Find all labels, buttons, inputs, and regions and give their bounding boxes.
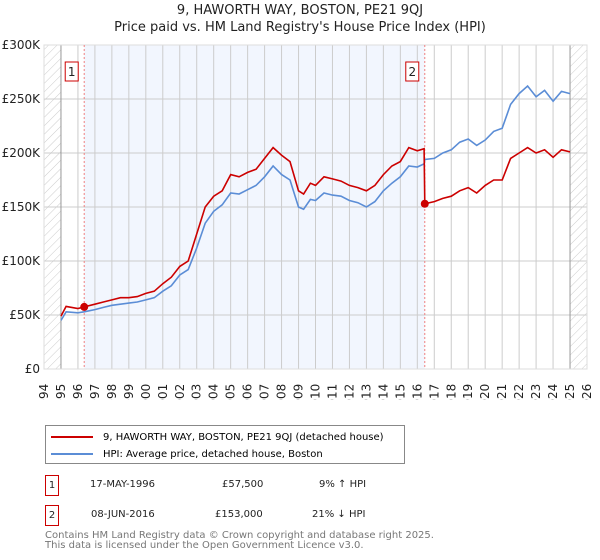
y-tick-label: £300K (2, 38, 42, 52)
footer: Contains HM Land Registry data © Crown c… (45, 531, 434, 551)
x-tick-label: 2004 (207, 384, 221, 400)
x-tick-label: 2013 (359, 384, 373, 400)
sale-point (80, 302, 89, 311)
x-tick-label: 2011 (325, 384, 339, 400)
sale-point (420, 199, 429, 208)
y-tick-label: £0 (25, 362, 40, 376)
legend: 9, HAWORTH WAY, BOSTON, PE21 9QJ (detach… (45, 425, 405, 464)
x-tick-label: 2016 (410, 384, 424, 400)
x-tick-label: 2017 (427, 384, 441, 400)
y-tick-label: £200K (2, 146, 42, 160)
x-tick-label: 2007 (258, 384, 272, 400)
x-tick-label: 2005 (224, 384, 238, 400)
hpi-diff: 9% ↑ HPI (319, 479, 367, 490)
x-tick-label: 2020 (478, 384, 492, 400)
x-tick-label: 2023 (529, 384, 543, 400)
x-tick-label: 2022 (512, 384, 526, 400)
x-tick-label: 2002 (173, 384, 187, 400)
chart-subtitle: Price paid vs. HM Land Registry's House … (114, 20, 486, 35)
legend-item-hpi: HPI: Average price, detached house, Bost… (51, 447, 323, 461)
plot-border (43, 44, 588, 370)
x-tick-label: 2008 (275, 384, 289, 400)
y-tick-label: £50K (9, 308, 41, 322)
x-tick-label: 2006 (241, 384, 255, 400)
x-tick-label: 1995 (54, 384, 68, 400)
legend-swatch (51, 436, 93, 438)
legend-item-property: 9, HAWORTH WAY, BOSTON, PE21 9QJ (detach… (51, 430, 384, 444)
chart-title: 9, HAWORTH WAY, BOSTON, PE21 9QJ (176, 3, 424, 18)
x-tick-label: 2012 (342, 384, 356, 400)
sale-marker-label: 1 (68, 65, 76, 79)
y-tick-label: £250K (2, 92, 42, 106)
x-tick-label: 1998 (105, 384, 119, 400)
x-tick-label: 2024 (546, 384, 560, 400)
hpi-diff: 21% ↓ HPI (312, 509, 366, 520)
x-tick-label: 2026 (580, 384, 594, 400)
x-tick-label: 1997 (88, 384, 102, 400)
x-tick-label: 2019 (461, 384, 475, 400)
x-tick-label: 2001 (156, 384, 170, 400)
y-tick-label: £150K (2, 200, 42, 214)
x-tick-label: 1996 (71, 384, 85, 400)
legend-swatch (51, 453, 93, 455)
footer-line: This data is licensed under the Open Gov… (45, 540, 364, 551)
x-tick-label: 2014 (376, 384, 390, 400)
sale-price: £57,500 (222, 479, 264, 490)
sale-price: £153,000 (215, 509, 263, 520)
x-tick-label: 1999 (122, 384, 136, 400)
y-tick-label: £100K (2, 254, 42, 268)
x-tick-label: 2021 (495, 384, 509, 400)
plot-area: 1994 1995 1996 1997 1998 1999 2000 2001 2002 2003… (2, 38, 594, 400)
x-tick-label: 2003 (190, 384, 204, 400)
marker-badge: 1 (45, 475, 59, 496)
series-line-hpi (60, 84, 571, 321)
legend-label: 9, HAWORTH WAY, BOSTON, PE21 9QJ (detach… (103, 431, 384, 443)
sale-marker-badge (64, 61, 79, 82)
annotation-row: 1 17-MAY-1996 £57,500 9% ↑ HPI (45, 475, 405, 496)
x-tick-label: 2018 (444, 384, 458, 400)
x-tick-label: 2015 (393, 384, 407, 400)
sale-marker-badge (405, 61, 420, 82)
x-tick-label: 2000 (139, 384, 153, 400)
series-line-property (60, 146, 571, 317)
annotation-row: 2 08-JUN-2016 £153,000 21% ↓ HPI (45, 505, 405, 526)
legend-label: HPI: Average price, detached house, Bost… (103, 448, 323, 460)
sale-marker-label: 2 (408, 65, 416, 79)
x-tick-label: 2025 (563, 384, 577, 400)
sale-date: 08-JUN-2016 (91, 509, 155, 520)
footer-line: Contains HM Land Registry data © Crown c… (45, 530, 434, 541)
x-tick-label: 2009 (292, 384, 306, 400)
x-tick-label: 1994 (37, 384, 51, 400)
sale-date: 17-MAY-1996 (90, 479, 156, 490)
marker-badge: 2 (45, 505, 59, 526)
x-tick-label: 2010 (309, 384, 323, 400)
